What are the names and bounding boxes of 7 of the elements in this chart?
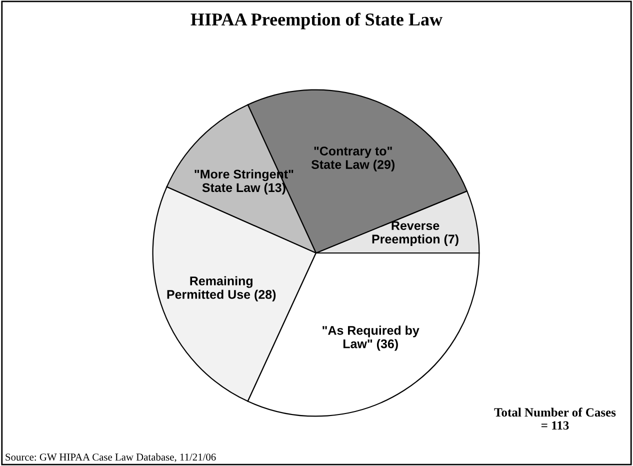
slice-label: Reverse Preemption (7): [372, 221, 458, 246]
slice-label: Remaining Permitted Use (28): [167, 276, 276, 302]
text: Total Number of Cases = 113: [494, 408, 616, 430]
source-note: Source: GW HIPAA Case Law Database, 11/21/06: [6, 453, 216, 462]
slice-label: "As Required by Law" (36): [322, 326, 420, 351]
chart-title: HIPAA Preemption of State Law: [190, 12, 442, 30]
slice-label: "Contrary to" State Law (29): [311, 146, 394, 172]
